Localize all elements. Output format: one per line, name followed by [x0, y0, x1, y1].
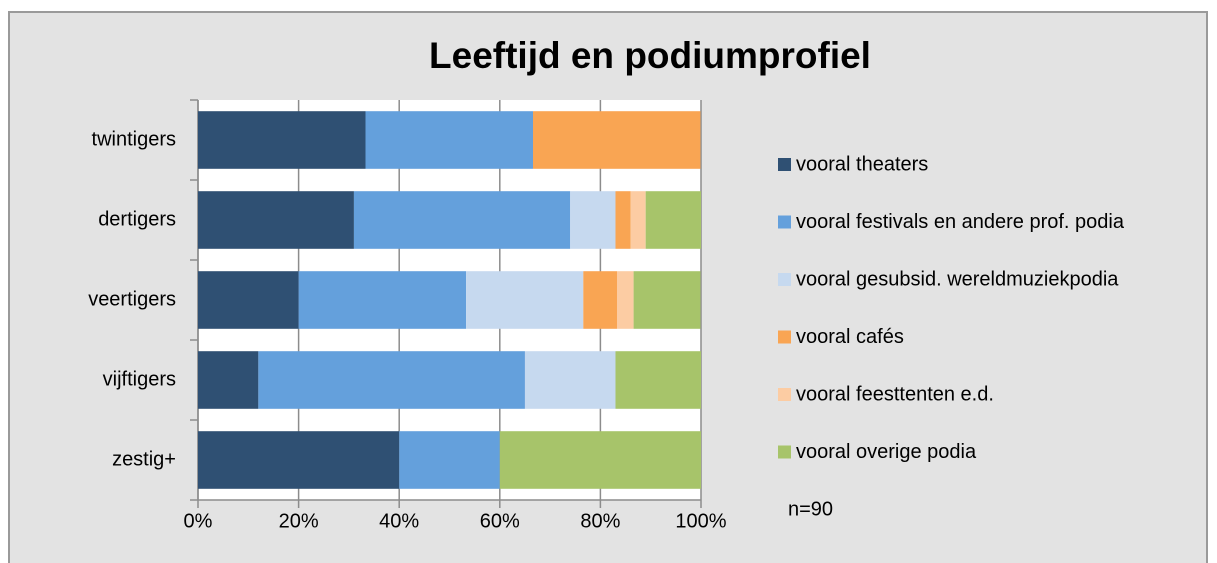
x-tick-label: 60% — [480, 510, 520, 532]
bar-segment — [615, 351, 701, 409]
bar-segment — [466, 271, 584, 329]
bar-segment — [583, 271, 617, 329]
legend-label: vooral feesttenten e.d. — [796, 383, 994, 405]
x-tick-label: 100% — [675, 510, 726, 532]
bar-segment — [198, 271, 299, 329]
legend-swatch — [778, 330, 791, 344]
bar-segment — [399, 431, 500, 489]
bar-segment — [499, 431, 701, 489]
bar-segment — [198, 191, 354, 249]
y-tick-label: veertigers — [88, 288, 176, 310]
bar-segment — [633, 271, 701, 329]
x-tick-label: 0% — [184, 510, 213, 532]
y-tick-label: zestig+ — [112, 448, 176, 470]
legend-label: vooral overige podia — [796, 441, 977, 463]
bar-segment — [524, 351, 616, 409]
x-tick-label: 40% — [379, 510, 419, 532]
bar-segment — [258, 351, 525, 409]
y-tick-label: twintigers — [92, 128, 176, 150]
chart-title: Leeftijd en podiumprofiel — [429, 35, 871, 76]
legend-swatch — [778, 158, 791, 171]
y-tick-label: vijftigers — [103, 368, 176, 390]
bar-segment — [198, 111, 366, 169]
legend-swatch — [778, 215, 791, 229]
legend-label: vooral festivals en andere prof. podia — [796, 211, 1125, 233]
bar-segment — [570, 191, 616, 249]
bar-segment — [298, 271, 467, 329]
bar-segment — [198, 431, 400, 489]
annotation: n=90 — [788, 498, 833, 520]
bar-segment — [353, 191, 571, 249]
legend-swatch — [778, 388, 791, 401]
x-tick-label: 20% — [279, 510, 319, 532]
legend-label: vooral gesubsid. wereldmuziekpodia — [796, 268, 1119, 290]
bar-segment — [365, 111, 533, 169]
bar-segment — [532, 111, 701, 169]
legend-swatch — [778, 445, 791, 459]
bar-segment — [615, 191, 631, 249]
bar-segment — [630, 191, 646, 249]
y-tick-label: dertigers — [98, 208, 176, 230]
legend-label: vooral cafés — [796, 326, 904, 348]
legend-label: vooral theaters — [796, 153, 928, 175]
legend-swatch — [778, 273, 791, 286]
bar-segment — [616, 271, 634, 329]
bar-segment — [645, 191, 701, 249]
x-tick-label: 80% — [580, 510, 620, 532]
bar-segment — [198, 351, 259, 409]
